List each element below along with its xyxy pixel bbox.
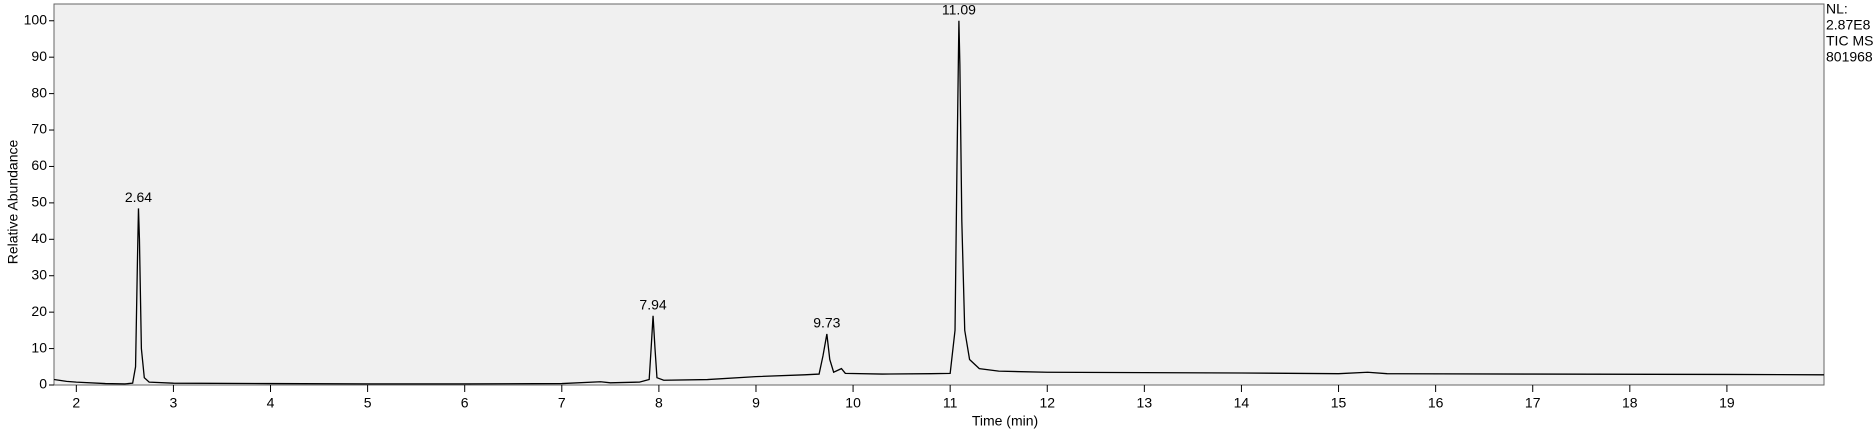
y-tick-label: 50 — [31, 194, 47, 210]
y-tick-label: 30 — [31, 266, 47, 282]
info-text: 2.87E8 — [1826, 17, 1871, 33]
x-tick-label: 7 — [558, 395, 566, 411]
x-tick-label: 4 — [267, 395, 275, 411]
x-tick-label: 17 — [1525, 395, 1541, 411]
x-tick-label: 13 — [1137, 395, 1153, 411]
y-tick-label: 70 — [31, 121, 47, 137]
x-tick-label: 3 — [170, 395, 178, 411]
info-text: 801968 — [1826, 49, 1873, 65]
x-axis-title: Time (min) — [972, 413, 1038, 429]
y-tick-label: 20 — [31, 303, 47, 319]
info-text: TIC MS — [1826, 33, 1873, 49]
x-tick-label: 14 — [1234, 395, 1250, 411]
info-text: NL: — [1826, 1, 1848, 17]
x-tick-label: 6 — [461, 395, 469, 411]
x-tick-label: 2 — [72, 395, 80, 411]
peak-label: 9.73 — [813, 315, 840, 331]
x-tick-label: 5 — [364, 395, 372, 411]
x-tick-label: 16 — [1428, 395, 1444, 411]
y-axis-title: Relative Abundance — [5, 140, 21, 265]
peak-label: 11.09 — [942, 1, 976, 17]
y-tick-label: 100 — [24, 11, 48, 27]
y-tick-label: 40 — [31, 230, 47, 246]
y-tick-label: 90 — [31, 48, 47, 64]
trace — [53, 20, 1825, 385]
x-tick-label: 15 — [1331, 395, 1347, 411]
x-tick-label: 18 — [1622, 395, 1638, 411]
x-tick-label: 10 — [845, 395, 861, 411]
peak-label: 7.94 — [639, 296, 666, 312]
x-tick-label: 8 — [655, 395, 663, 411]
y-tick-label: 60 — [31, 157, 47, 173]
y-tick-label: 80 — [31, 84, 47, 100]
peak-label: 2.64 — [125, 189, 152, 205]
y-tick-label: 10 — [31, 339, 47, 355]
plot-area — [53, 3, 1825, 386]
y-tick-label: 0 — [39, 376, 47, 392]
x-tick-label: 12 — [1039, 395, 1055, 411]
x-tick-label: 11 — [943, 395, 958, 411]
x-tick-label: 19 — [1719, 395, 1735, 411]
x-tick-label: 9 — [752, 395, 760, 411]
